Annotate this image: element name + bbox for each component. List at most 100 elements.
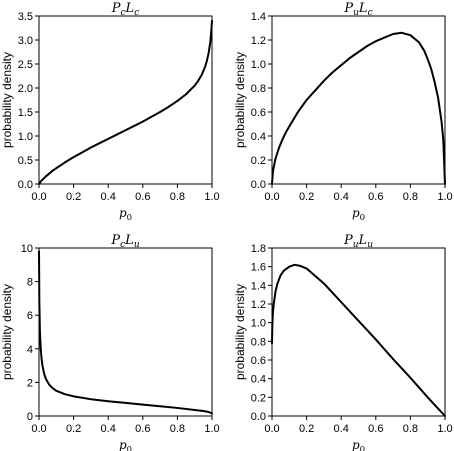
y-axis-label: probability density — [0, 52, 14, 148]
x-tick-label: 0.2 — [66, 191, 81, 203]
x-tick-label: 0.0 — [31, 423, 46, 435]
x-tick-label: 0.4 — [334, 191, 349, 203]
subplot-1: 0.0 0.2 0.4 0.6 0.8 1.0 0.0 0.5 1.0 1.5 2.0 2.5 3.0 3… — [0, 1, 220, 223]
subplot-3: 0.0 0.2 0.4 0.6 0.8 1.0 0 2 4 6 8 10 probability den… — [0, 233, 220, 451]
title-part: P — [343, 233, 353, 248]
y-tick-label: 1.0 — [251, 318, 266, 330]
y-tick-label: 1.8 — [251, 243, 266, 255]
subplot-title: PuLc — [343, 1, 372, 18]
title-subscript: u — [353, 240, 359, 250]
y-tick-label: 0.5 — [18, 155, 33, 167]
y-tick-label: 2 — [27, 377, 33, 389]
y-tick-label: 0.4 — [251, 374, 266, 386]
y-tick-label: 8 — [27, 277, 33, 289]
y-tick-label: 3.0 — [18, 35, 33, 47]
x-axis-label-main: p — [352, 206, 360, 220]
title-part: P — [110, 233, 120, 248]
x-tick-label: 1.0 — [204, 191, 219, 203]
plot-frame — [271, 15, 446, 185]
x-tick-label: 0.6 — [368, 191, 383, 203]
x-tick-label: 0.4 — [334, 423, 349, 435]
y-tick-label: 6 — [27, 310, 33, 322]
x-axis-label: p0 — [352, 206, 365, 223]
title-part: P — [111, 1, 121, 16]
x-tick-label: 0.0 — [264, 423, 279, 435]
y-tick-label: 0.6 — [251, 355, 266, 367]
y-tick-label: 2.0 — [18, 83, 33, 95]
x-axis-label-subscript: 0 — [127, 213, 132, 223]
subplot-title: PcLu — [110, 233, 139, 250]
title-part: L — [124, 233, 134, 248]
subplot-title: PcLc — [111, 1, 139, 18]
y-tick-label: 0.8 — [251, 336, 266, 348]
series-line-1 — [271, 31, 446, 185]
title-subscript: c — [134, 8, 139, 18]
x-axis-label-main: p — [119, 206, 127, 220]
title-subscript: c — [121, 8, 126, 18]
y-tick-label: 0.4 — [251, 131, 266, 143]
x-axis-label: p0 — [119, 206, 132, 223]
y-tick-label: 10 — [21, 243, 33, 255]
x-tick-label: 0.8 — [403, 423, 418, 435]
x-tick-label: 1.0 — [204, 423, 219, 435]
y-tick-label: 1.2 — [251, 35, 266, 47]
title-part: L — [358, 1, 368, 16]
subplot-4: 0.0 0.2 0.4 0.6 0.8 1.0 0.0 0.2 0.4 0.6 0.8 1.0 1.2 1… — [233, 233, 453, 451]
y-tick-label: 2.5 — [18, 59, 33, 71]
title-subscript: u — [353, 8, 359, 18]
y-tick-label: 0.0 — [251, 179, 266, 191]
x-tick-label: 1.0 — [437, 423, 452, 435]
y-tick-label: 0.0 — [18, 179, 33, 191]
series-line-1 — [38, 19, 213, 185]
x-tick-label: 0.8 — [170, 191, 185, 203]
x-tick-label: 1.0 — [437, 191, 452, 203]
y-tick-label: 1.2 — [251, 299, 266, 311]
y-tick-label: 4 — [27, 344, 33, 356]
y-tick-label: 0.6 — [251, 107, 266, 119]
title-part: L — [358, 233, 368, 248]
x-tick-label: 0.2 — [66, 423, 81, 435]
y-axis-label: probability density — [0, 284, 14, 380]
x-tick-label: 0.8 — [170, 423, 185, 435]
x-tick-label: 0.4 — [101, 191, 116, 203]
series-line-1 — [38, 250, 213, 415]
y-tick-label: 1.0 — [251, 59, 266, 71]
plot-frame — [38, 247, 213, 417]
title-subscript: u — [367, 240, 373, 250]
y-tick-label: 1.0 — [18, 131, 33, 143]
y-tick-label: 0 — [27, 411, 33, 423]
title-part: L — [125, 1, 135, 16]
x-axis-label: p0 — [352, 438, 365, 451]
title-subscript: c — [368, 8, 373, 18]
y-tick-label: 0.0 — [251, 411, 266, 423]
y-tick-label: 0.2 — [251, 392, 266, 404]
x-tick-label: 0.4 — [101, 423, 116, 435]
y-tick-label: 1.4 — [251, 11, 266, 23]
title-subscript: u — [134, 240, 140, 250]
x-axis-label-subscript: 0 — [127, 445, 132, 451]
y-axis-label: probability density — [233, 52, 247, 148]
x-tick-label: 0.6 — [368, 423, 383, 435]
y-axis-label: probability density — [233, 284, 247, 380]
y-tick-label: 1.5 — [18, 107, 33, 119]
plot-frame — [38, 15, 213, 185]
subplot-title: PuLu — [343, 233, 373, 250]
x-tick-label: 0.2 — [299, 423, 314, 435]
x-tick-label: 0.0 — [264, 191, 279, 203]
y-tick-label: 3.5 — [18, 11, 33, 23]
x-axis-label: p0 — [119, 438, 132, 451]
series-line-1 — [271, 263, 446, 417]
x-axis-label-subscript: 0 — [360, 213, 365, 223]
plot-frame — [271, 247, 446, 417]
x-axis-label-main: p — [119, 438, 127, 451]
y-tick-label: 0.8 — [251, 83, 266, 95]
x-axis-label-subscript: 0 — [360, 445, 365, 451]
x-tick-label: 0.6 — [135, 423, 150, 435]
y-tick-label: 1.6 — [251, 262, 266, 274]
x-axis-label-main: p — [352, 438, 360, 451]
title-part: P — [343, 1, 353, 16]
x-tick-label: 0.8 — [403, 191, 418, 203]
y-tick-label: 1.4 — [251, 280, 266, 292]
title-subscript: c — [120, 240, 125, 250]
